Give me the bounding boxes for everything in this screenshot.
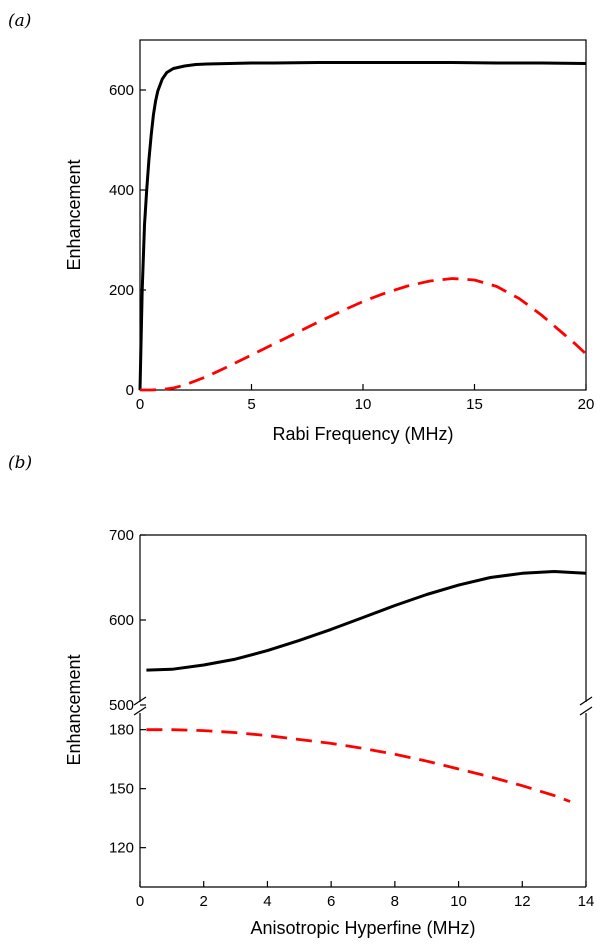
panel-b-y-tick-label-upper: 600 [109,612,134,629]
panel-b-axis-break-marks [133,696,593,716]
panel-b-x-tick-label: 14 [578,893,595,910]
panel-b-x-tick-label: 6 [327,893,335,910]
panel-b-x-tick-label: 8 [391,893,399,910]
panel-b-break-mark [579,706,593,716]
panel-a-y-tick-label: 0 [126,382,134,399]
panel-b-break-mark [579,696,593,706]
panel-a-y-ticks: 0 200 400 600 [109,82,146,399]
panel-b-label: (b) [8,453,32,473]
panel-b-x-tick-label: 12 [514,893,531,910]
panel-b-y-tick-label-upper: 700 [109,527,134,544]
panel-b-x-tick-label: 0 [136,893,144,910]
panel-a-x-ticks: 0 5 10 15 20 [136,384,595,413]
panel-b-y-axis-label: Enhancement [64,654,84,765]
panel-b-y-tick-label-lower: 120 [109,840,134,857]
panel-b-x-ticks: 0 2 4 6 8 10 12 14 [136,881,595,910]
panel-b-series-line-2 [146,728,571,803]
panel-a-y-tick-label: 400 [109,182,134,199]
panel-a-series-line-1 [138,61,587,391]
panel-a-x-axis-label: Rabi Frequency (MHz) [272,424,453,444]
panel-b-break-mark [133,696,147,706]
panel-a-x-tick-label: 0 [136,396,144,413]
panel-b-break-mark [133,706,147,716]
panel-b-y-ticks: 500 600 700 120 150 180 [109,527,146,857]
panel-a-frame [139,39,587,391]
panel-a-series [138,61,587,392]
panel-a-x-tick-label: 5 [247,396,255,413]
panel-b: (b) 0 2 4 6 8 10 12 14 500 600 700 120 150 180 Aniso… [8,453,594,938]
panel-b-series-line-1 [146,570,587,672]
panel-a-x-tick-label: 10 [355,396,372,413]
panel-b-x-tick-label: 4 [263,893,271,910]
panel-b-y-tick-label-upper: 500 [109,697,134,714]
panel-b-x-tick-label: 10 [450,893,467,910]
panel-a: (a) 0 5 10 15 20 0 200 400 600 Rabi Frequency (… [8,11,594,444]
panel-b-frame [139,534,587,888]
panel-b-x-axis-label: Anisotropic Hyperfine (MHz) [250,918,475,938]
panel-b-series [146,570,587,803]
panel-a-y-axis-label: Enhancement [64,159,84,270]
panel-a-label: (a) [8,11,31,31]
panel-b-y-tick-label-lower: 180 [109,722,134,739]
panel-a-y-tick-label: 600 [109,82,134,99]
panel-a-x-tick-label: 20 [578,396,595,413]
panel-a-x-tick-label: 15 [466,396,483,413]
panel-a-y-tick-label: 200 [109,282,134,299]
panel-b-x-tick-label: 2 [200,893,208,910]
panel-a-series-line-2 [140,277,587,392]
panel-b-y-tick-label-lower: 150 [109,781,134,798]
